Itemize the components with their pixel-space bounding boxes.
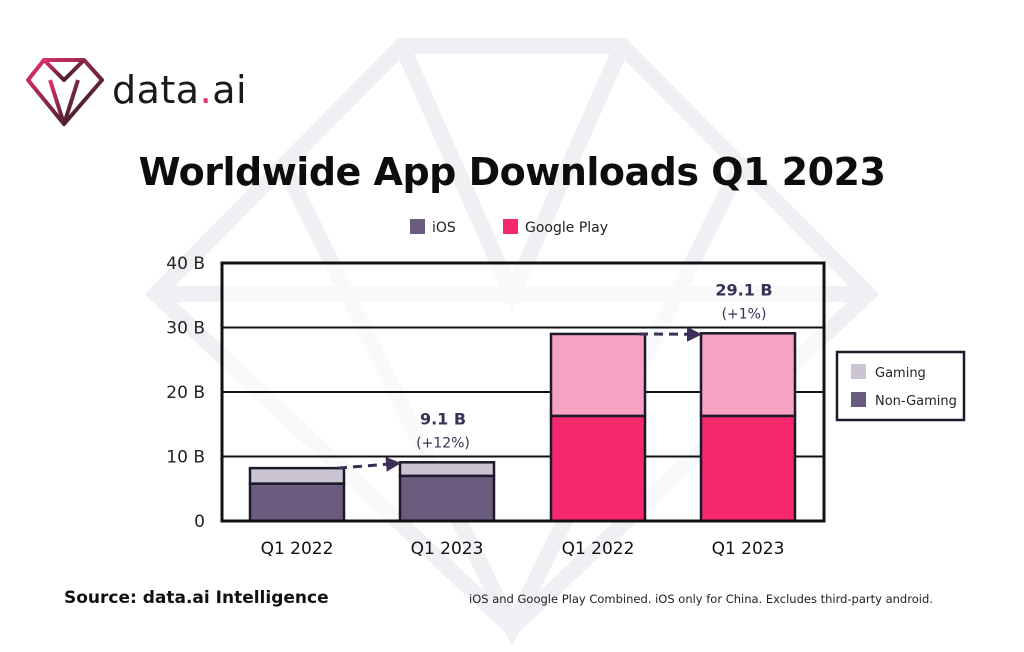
x-tick-label: Q1 2022 (562, 539, 635, 559)
growth-arrow (337, 456, 401, 472)
bar-gaming (398, 461, 496, 478)
bar-non-gaming (549, 414, 647, 523)
legend-swatch (503, 219, 518, 234)
legend-box (835, 350, 966, 422)
bar-non-gaming (699, 414, 797, 523)
y-tick-label: 0 (194, 512, 205, 532)
y-tick-label: 20 B (166, 383, 205, 403)
x-tick-label: Q1 2023 (712, 539, 785, 559)
footnote-text: iOS and Google Play Combined. iOS only f… (469, 592, 933, 606)
x-tick-label: Q1 2023 (411, 539, 484, 559)
x-tick-label: Q1 2022 (261, 539, 334, 559)
legend-swatch (851, 392, 866, 407)
legend-label: Non-Gaming (875, 394, 957, 409)
plot-border (220, 261, 826, 523)
diamond-logo-icon (26, 58, 104, 126)
annotation-value: 29.1 B (715, 280, 772, 299)
legend-label: Gaming (875, 366, 926, 381)
bar-gaming (699, 332, 797, 418)
annotation-change: (+1%) (722, 306, 767, 322)
annotation-value: 9.1 B (420, 409, 466, 428)
annotation-change: (+12%) (416, 435, 470, 451)
y-tick-label: 40 B (166, 254, 205, 274)
legend-label: iOS (432, 220, 456, 236)
legend-swatch (851, 364, 866, 379)
bar-gaming (248, 466, 346, 485)
brand-name: data.ai (112, 68, 248, 112)
source-text: Source: data.ai Intelligence (64, 588, 329, 608)
y-tick-label: 30 B (166, 319, 205, 339)
y-tick-label: 10 B (166, 448, 205, 468)
legend-swatch (410, 219, 425, 234)
chart-title: Worldwide App Downloads Q1 2023 (138, 150, 886, 194)
brand-logo: data.ai (26, 56, 326, 128)
bar-gaming (549, 332, 647, 418)
bar-non-gaming (398, 474, 496, 523)
legend-label: Google Play (525, 220, 608, 236)
bar-non-gaming (248, 482, 346, 523)
